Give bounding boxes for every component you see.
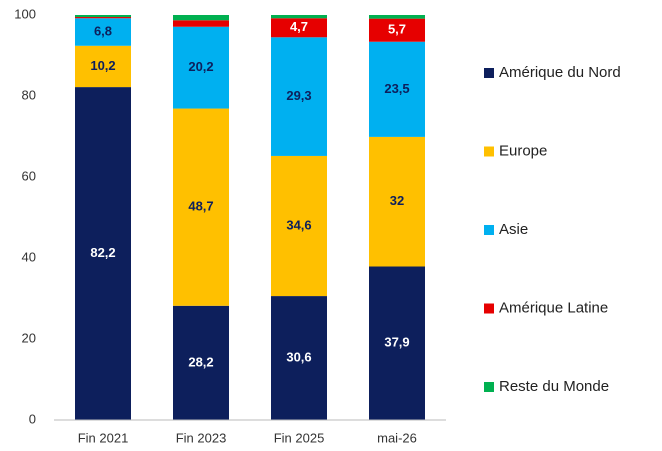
bar-segment [173, 15, 229, 21]
bar-segment [271, 18, 327, 38]
value-label: 10,2 [90, 58, 115, 73]
legend-swatch [484, 382, 494, 392]
value-label: 5,7 [388, 22, 406, 37]
value-label: 23,5 [384, 81, 409, 96]
legend-swatch [484, 68, 494, 78]
value-label: 37,9 [384, 335, 409, 350]
legend-label: Europe [499, 142, 547, 159]
bar-segment [173, 305, 229, 420]
bar-segment [173, 20, 229, 27]
value-label: 4,7 [290, 19, 308, 34]
legend-swatch [484, 225, 494, 235]
x-tick-label: Fin 2021 [78, 430, 129, 445]
legend-label: Amérique Latine [499, 299, 608, 316]
bar-segment [369, 15, 425, 19]
y-tick-label: 40 [22, 249, 36, 264]
bar-segment [75, 87, 131, 420]
y-tick-label: 80 [22, 87, 36, 102]
value-label: 48,7 [188, 199, 213, 214]
x-tick-label: mai-26 [377, 430, 417, 445]
legend-label: Reste du Monde [499, 378, 609, 395]
value-label: 82,2 [90, 245, 115, 260]
value-label: 28,2 [188, 354, 213, 369]
value-label: 32 [390, 193, 404, 208]
y-tick-label: 0 [29, 411, 36, 426]
value-label: 30,6 [286, 349, 311, 364]
bar-segment [75, 18, 131, 46]
value-label: 6,8 [94, 23, 112, 38]
bar-segment [173, 108, 229, 306]
bar-segment [369, 41, 425, 137]
bar-segment [369, 266, 425, 420]
bar-segment [75, 45, 131, 88]
bar-segment [173, 26, 229, 109]
y-tick-label: 20 [22, 330, 36, 345]
legend-label: Amérique du Nord [499, 64, 621, 81]
bar-segment [369, 136, 425, 267]
legend-swatch [484, 146, 494, 157]
x-tick-label: Fin 2025 [274, 430, 325, 445]
value-label: 34,6 [286, 217, 311, 232]
bar-segment [369, 18, 425, 42]
value-label: 29,3 [286, 88, 311, 103]
bar-segment [271, 296, 327, 420]
bar-segment [271, 37, 327, 156]
bar-segment [271, 155, 327, 297]
legend-swatch [484, 303, 494, 314]
legend-label: Asie [499, 221, 528, 238]
value-label: 20,2 [188, 59, 213, 74]
bar-segment [75, 15, 131, 18]
y-tick-label: 100 [14, 6, 36, 21]
bar-segment [271, 15, 327, 19]
bar-segment [75, 17, 131, 19]
y-tick-label: 60 [22, 168, 36, 183]
x-tick-label: Fin 2023 [176, 430, 227, 445]
